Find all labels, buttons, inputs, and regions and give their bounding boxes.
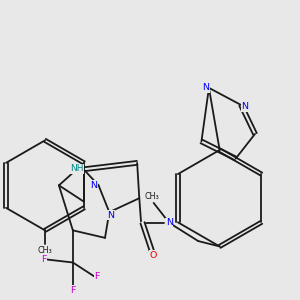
Text: N: N bbox=[107, 211, 114, 220]
Text: O: O bbox=[150, 251, 157, 260]
Text: N: N bbox=[166, 218, 173, 227]
Text: CH₃: CH₃ bbox=[144, 191, 159, 200]
Text: NH: NH bbox=[70, 164, 84, 173]
Text: F: F bbox=[70, 286, 76, 295]
Text: F: F bbox=[94, 272, 100, 281]
Text: F: F bbox=[41, 255, 46, 264]
Text: N: N bbox=[241, 102, 248, 111]
Text: N: N bbox=[91, 181, 98, 190]
Text: N: N bbox=[202, 83, 209, 92]
Text: CH₃: CH₃ bbox=[38, 246, 52, 255]
